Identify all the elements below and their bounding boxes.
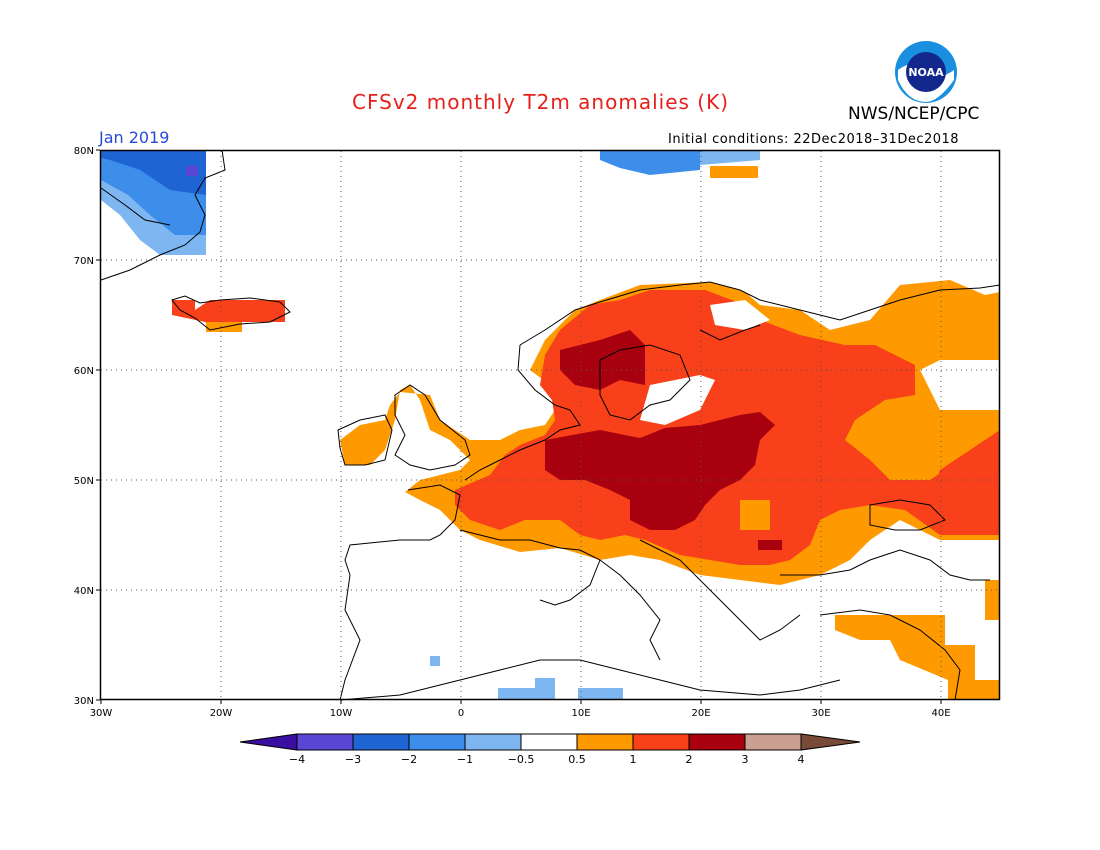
algeria-cool-cell <box>430 656 440 666</box>
colorbar-label: −4 <box>289 753 305 766</box>
axis-ticks <box>96 149 942 704</box>
noaa-logo: NOAA <box>895 41 957 103</box>
colorbar-swatch <box>632 733 690 751</box>
lat-label: 50N <box>74 476 94 487</box>
colorbar-swatch <box>576 733 634 751</box>
east-europe-warm-field <box>930 430 1000 535</box>
colorbar-swatch <box>296 733 354 751</box>
svalbard-cold-field <box>600 150 700 175</box>
white-sea-neutral-area <box>710 300 770 330</box>
colorbar-label: 2 <box>686 753 693 766</box>
north-africa-cool-field <box>498 678 555 700</box>
lon-label: 20W <box>210 708 233 719</box>
colorbar-swatch <box>464 733 522 751</box>
greenland-very-cold-field <box>101 150 206 195</box>
lat-label: 80N <box>74 146 94 157</box>
colorbar-label: 1 <box>630 753 637 766</box>
lon-label: 0 <box>458 708 464 719</box>
anomaly-fields <box>101 150 1000 700</box>
lon-label: 10W <box>330 708 353 719</box>
colorbar <box>239 733 861 751</box>
coastlines <box>100 149 1001 701</box>
colorbar-swatch-low-arrow <box>239 733 298 751</box>
month-label: Jan 2019 <box>99 128 170 147</box>
colorbar-swatch <box>408 733 466 751</box>
colorbar-label: −1 <box>457 753 473 766</box>
balkan-mild-cell <box>740 500 770 530</box>
lon-label: 20E <box>691 708 710 719</box>
colorbar-label: −2 <box>401 753 417 766</box>
scandinavia-strong-warm-core <box>560 330 645 390</box>
map-title: CFSv2 monthly T2m anomalies (K) <box>352 90 729 114</box>
franz-josef-warm-cell <box>710 166 758 178</box>
middle-east-mild-field <box>835 615 1000 700</box>
lon-label: 10E <box>571 708 590 719</box>
lon-label: 40E <box>931 708 950 719</box>
colorbar-swatch <box>744 733 802 751</box>
colorbar-label: −3 <box>345 753 361 766</box>
lon-label: 30W <box>90 708 113 719</box>
lon-label: 30E <box>811 708 830 719</box>
colorbar-label: 0.5 <box>568 753 586 766</box>
iceland-warm-field <box>172 300 285 325</box>
colorbar-swatch <box>520 733 578 751</box>
initial-conditions-label: Initial conditions: 22Dec2018–31Dec2018 <box>668 132 960 147</box>
caucasus-mild-cell <box>985 580 1000 620</box>
lat-label: 40N <box>74 586 94 597</box>
map-frame <box>99 149 1001 701</box>
lat-label: 60N <box>74 366 94 377</box>
lat-label: 30N <box>74 696 94 707</box>
svalbard-cool-field <box>700 150 760 165</box>
noaa-logo-text: NOAA <box>908 66 944 79</box>
greenland-extreme-cold-cell <box>186 166 198 176</box>
lat-label: 70N <box>74 256 94 267</box>
colorbar-swatch <box>352 733 410 751</box>
europe-strong-warm-core <box>545 412 775 530</box>
libya-cool-cell <box>578 688 623 700</box>
colorbar-label: −0.5 <box>508 753 535 766</box>
colorbar-swatch-high-arrow <box>800 733 861 751</box>
agency-label: NWS/NCEP/CPC <box>848 104 980 124</box>
colorbar-label: 3 <box>742 753 749 766</box>
colorbar-label: 4 <box>798 753 805 766</box>
romania-strong-warm-cell <box>758 540 782 550</box>
baltic-neutral-area <box>640 375 715 425</box>
colorbar-swatch <box>688 733 746 751</box>
